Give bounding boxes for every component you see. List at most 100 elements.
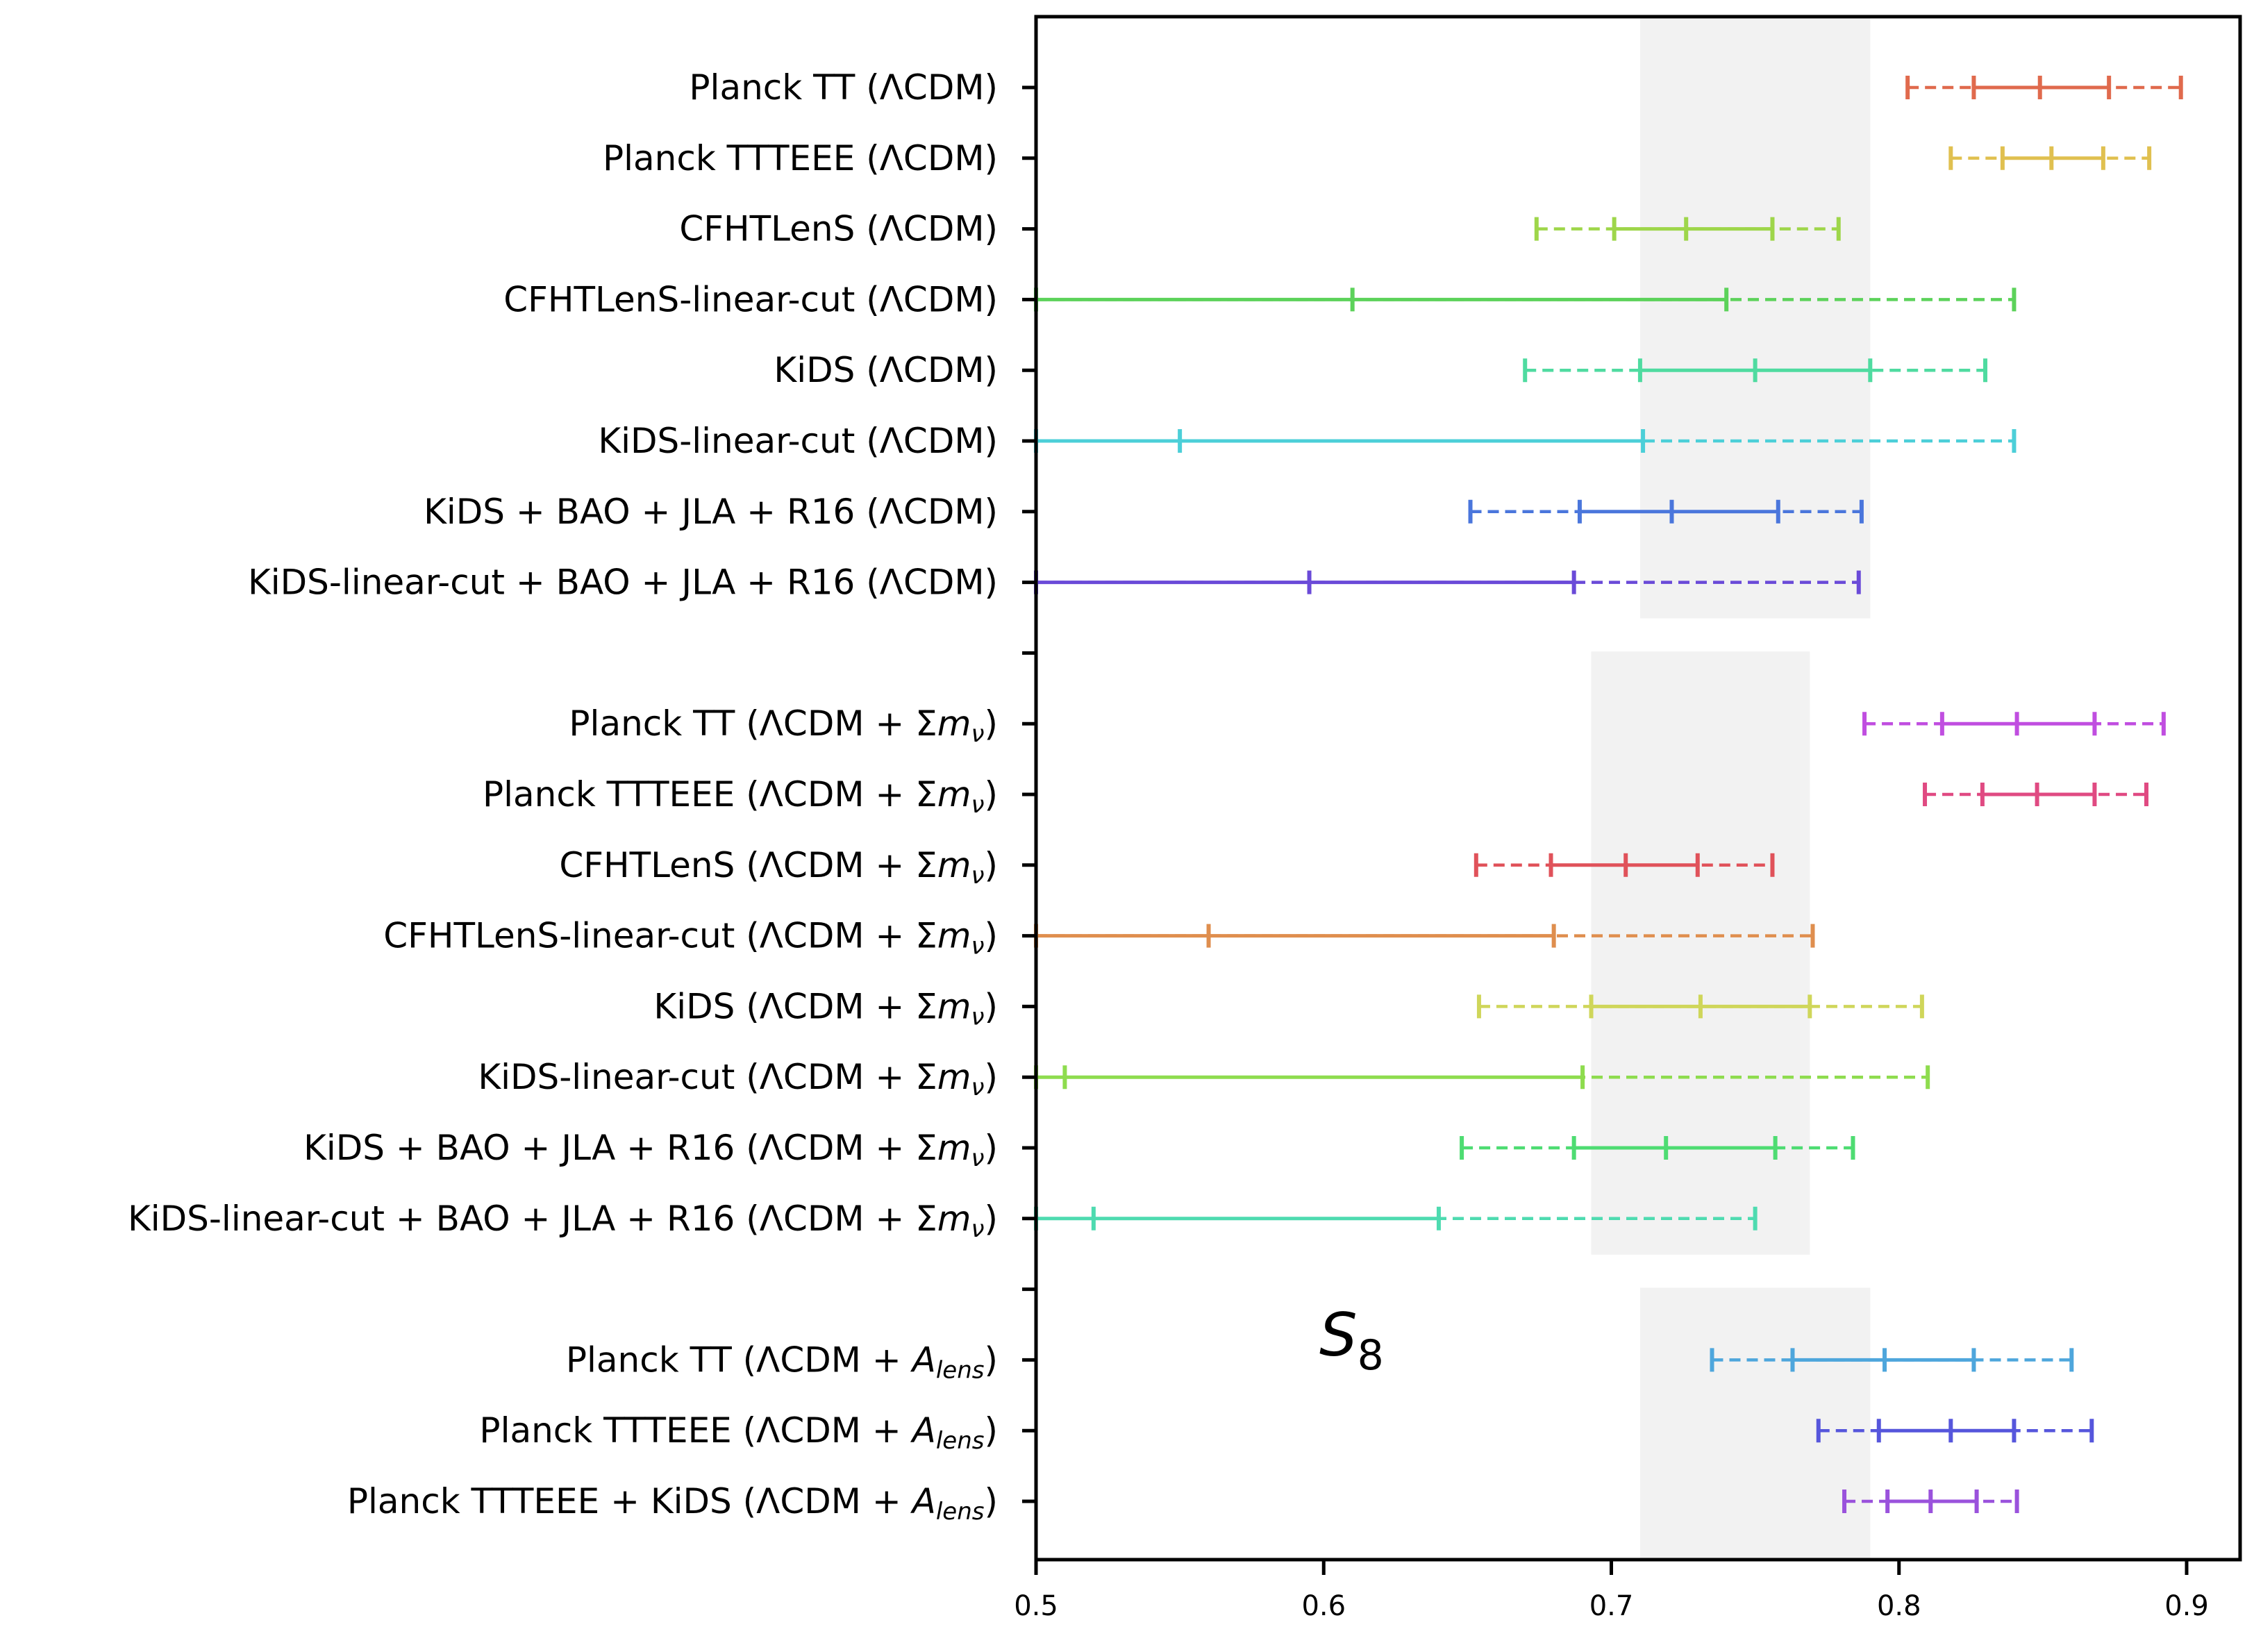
row-label-text-7: KiDS-linear-cut + BAO + JLA + R16 (ΛCDM) xyxy=(248,562,998,603)
s8-subscript: 8 xyxy=(1358,1331,1384,1380)
row-label-subscript-10: ν xyxy=(971,791,984,819)
row-label-text-4: KiDS (ΛCDM) xyxy=(774,350,998,390)
row-label-close-paren-13: ) xyxy=(984,986,998,1026)
reference-band-2 xyxy=(1591,651,1810,1255)
row-label-19: Planck TTTEEE (ΛCDM + Alens) xyxy=(479,1410,998,1455)
row-label-var-13: m xyxy=(937,986,971,1026)
row-label-15: KiDS + BAO + JLA + R16 (ΛCDM + Σmν) xyxy=(303,1128,998,1172)
error-bars xyxy=(1034,76,2183,1513)
row-label-7: KiDS-linear-cut + BAO + JLA + R16 (ΛCDM) xyxy=(248,562,998,603)
row-label-var-19: A xyxy=(910,1410,936,1451)
row-label-text-20: Planck TTTEEE + KiDS (ΛCDM + xyxy=(347,1481,912,1521)
row-label-5: KiDS-linear-cut (ΛCDM) xyxy=(598,421,998,461)
row-label-close-paren-14: ) xyxy=(984,1057,998,1097)
errorbar-row-9 xyxy=(1862,712,2166,736)
row-label-var-20: A xyxy=(910,1481,936,1521)
row-label-subscript-16: ν xyxy=(971,1215,984,1243)
row-label-text-6: KiDS + BAO + JLA + R16 (ΛCDM) xyxy=(424,492,998,532)
row-label-var-11: m xyxy=(937,845,971,885)
row-label-0: Planck TT (ΛCDM) xyxy=(689,67,998,108)
row-label-16: KiDS-linear-cut + BAO + JLA + R16 (ΛCDM … xyxy=(128,1199,998,1243)
x-tick-label-1: 0.6 xyxy=(1301,1590,1346,1622)
row-label-13: KiDS (ΛCDM + Σmν) xyxy=(653,986,998,1031)
row-label-text-2: CFHTLenS (ΛCDM) xyxy=(679,209,998,249)
errorbar-row-19 xyxy=(1816,1419,2094,1443)
row-label-subscript-18: lens xyxy=(936,1356,985,1384)
errorbar-row-5 xyxy=(1034,429,2017,453)
row-label-text-12: CFHTLenS-linear-cut (ΛCDM + Σ xyxy=(383,916,937,956)
row-label-text-18: Planck TT (ΛCDM + xyxy=(566,1340,912,1380)
row-label-subscript-20: lens xyxy=(936,1498,985,1526)
row-label-subscript-19: lens xyxy=(936,1427,985,1455)
s8-annotation: S8 xyxy=(1319,1301,1384,1380)
errorbar-row-18 xyxy=(1710,1348,2074,1372)
row-label-subscript-12: ν xyxy=(971,933,984,960)
row-label-close-paren-19: ) xyxy=(984,1410,998,1451)
row-label-close-paren-16: ) xyxy=(984,1199,998,1239)
x-tick-label-2: 0.7 xyxy=(1589,1590,1634,1622)
plot-frame xyxy=(1034,15,2242,1562)
errorbar-row-4 xyxy=(1523,358,1988,383)
x-tick-label-0: 0.5 xyxy=(1014,1590,1058,1622)
row-label-var-12: m xyxy=(937,916,971,956)
reference-band-3 xyxy=(1639,1287,1871,1560)
row-label-text-10: Planck TTTEEE (ΛCDM + Σ xyxy=(483,774,937,815)
errorbar-row-6 xyxy=(1468,499,1864,524)
row-label-20: Planck TTTEEE + KiDS (ΛCDM + Alens) xyxy=(347,1481,998,1526)
row-label-close-paren-15: ) xyxy=(984,1128,998,1168)
row-label-close-paren-18: ) xyxy=(984,1340,998,1380)
row-label-4: KiDS (ΛCDM) xyxy=(774,350,998,390)
errorbar-row-20 xyxy=(1842,1490,2019,1513)
x-tick-label-4: 0.9 xyxy=(2164,1590,2209,1622)
row-label-text-5: KiDS-linear-cut (ΛCDM) xyxy=(598,421,998,461)
errorbar-row-15 xyxy=(1460,1136,1855,1160)
row-label-var-9: m xyxy=(937,703,971,744)
row-label-close-paren-20: ) xyxy=(984,1481,998,1521)
row-label-6: KiDS + BAO + JLA + R16 (ΛCDM) xyxy=(424,492,998,532)
row-label-close-paren-9: ) xyxy=(984,703,998,744)
row-label-var-14: m xyxy=(937,1057,971,1097)
y-axis-ticks xyxy=(1022,85,1036,1503)
row-label-subscript-13: ν xyxy=(971,1003,984,1031)
row-label-1: Planck TTTEEE (ΛCDM) xyxy=(603,138,998,178)
reference-band-1 xyxy=(1639,15,1871,619)
row-label-3: CFHTLenS-linear-cut (ΛCDM) xyxy=(503,279,998,319)
errorbar-row-10 xyxy=(1923,783,2149,806)
reference-bands xyxy=(1591,15,1871,1560)
row-label-close-paren-10: ) xyxy=(984,774,998,815)
errorbar-row-11 xyxy=(1474,853,1775,877)
row-label-var-10: m xyxy=(937,774,971,815)
row-label-text-0: Planck TT (ΛCDM) xyxy=(689,67,998,108)
row-label-14: KiDS-linear-cut (ΛCDM + Σmν) xyxy=(478,1057,998,1101)
row-label-subscript-15: ν xyxy=(971,1144,984,1172)
row-label-var-15: m xyxy=(937,1128,971,1168)
row-label-12: CFHTLenS-linear-cut (ΛCDM + Σmν) xyxy=(383,916,998,960)
row-label-text-14: KiDS-linear-cut (ΛCDM + Σ xyxy=(478,1057,937,1097)
x-axis: 0.5 0.6 0.7 0.8 0.9 xyxy=(1014,1560,2209,1622)
row-label-subscript-14: ν xyxy=(971,1074,984,1101)
errorbar-row-13 xyxy=(1476,994,1924,1019)
row-label-text-15: KiDS + BAO + JLA + R16 (ΛCDM + Σ xyxy=(303,1128,937,1168)
s8-symbol: S xyxy=(1319,1301,1358,1370)
row-label-18: Planck TT (ΛCDM + Alens) xyxy=(566,1340,998,1384)
row-label-close-paren-11: ) xyxy=(984,845,998,885)
row-label-9: Planck TT (ΛCDM + Σmν) xyxy=(569,703,998,748)
row-label-subscript-11: ν xyxy=(971,862,984,890)
errorbar-row-1 xyxy=(1948,146,2152,170)
row-label-text-13: KiDS (ΛCDM + Σ xyxy=(653,986,937,1026)
row-label-text-11: CFHTLenS (ΛCDM + Σ xyxy=(559,845,937,885)
y-axis-row-labels: Planck TT (ΛCDM) Planck TTTEEE (ΛCDM) CFHT… xyxy=(128,67,998,1526)
errorbar-row-0 xyxy=(1905,76,2183,99)
row-label-var-16: m xyxy=(937,1199,971,1239)
row-label-text-1: Planck TTTEEE (ΛCDM) xyxy=(603,138,998,178)
row-label-text-3: CFHTLenS-linear-cut (ΛCDM) xyxy=(503,279,998,319)
errorbar-row-2 xyxy=(1534,217,1841,241)
row-label-text-9: Planck TT (ΛCDM + Σ xyxy=(569,703,937,744)
row-label-text-16: KiDS-linear-cut + BAO + JLA + R16 (ΛCDM … xyxy=(128,1199,937,1239)
x-tick-label-3: 0.8 xyxy=(1877,1590,1921,1622)
row-label-subscript-9: ν xyxy=(971,720,984,748)
row-label-10: Planck TTTEEE (ΛCDM + Σmν) xyxy=(483,774,998,819)
row-label-close-paren-12: ) xyxy=(984,916,998,956)
row-label-11: CFHTLenS (ΛCDM + Σmν) xyxy=(559,845,998,890)
